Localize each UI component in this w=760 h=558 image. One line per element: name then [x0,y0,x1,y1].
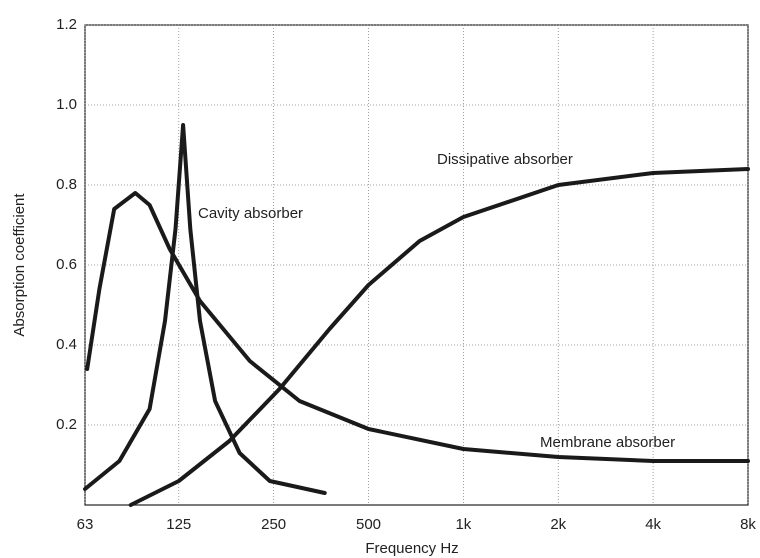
x-tick-label: 125 [166,516,191,533]
x-tick-label: 8k [740,516,756,533]
curve-label: Membrane absorber [540,434,675,451]
x-tick-label: 250 [261,516,286,533]
y-axis-label: Absorption coefficient [11,193,28,337]
y-tick-label: 1.0 [56,96,77,113]
x-tick-label: 1k [455,516,471,533]
curve [128,167,750,507]
x-axis-label: Frequency Hz [365,540,458,557]
curve [83,123,327,495]
y-tick-label: 1.2 [56,16,77,33]
y-tick-label: 0.2 [56,416,77,433]
y-tick-label: 0.4 [56,336,77,353]
curve [85,191,750,463]
y-tick-label: 0.6 [56,256,77,273]
y-tick-label: 0.8 [56,176,77,193]
curve-label: Dissipative absorber [437,151,573,168]
x-tick-label: 4k [645,516,661,533]
curve-label: Cavity absorber [198,205,303,222]
x-tick-label: 500 [356,516,381,533]
x-tick-label: 63 [77,516,94,533]
x-tick-label: 2k [550,516,566,533]
